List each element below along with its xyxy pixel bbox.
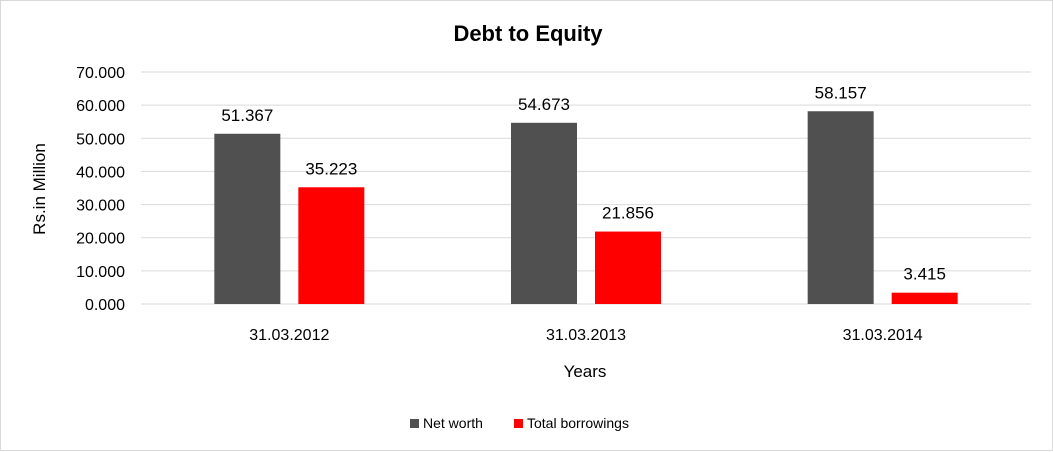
gridlines bbox=[141, 71, 1031, 305]
data-label: 58.157 bbox=[815, 83, 867, 102]
y-axis-title: Rs.in Million bbox=[30, 143, 49, 235]
bar bbox=[891, 292, 958, 304]
y-tick-label: 20.000 bbox=[76, 231, 125, 248]
x-tick-label: 31.03.2012 bbox=[249, 327, 329, 344]
legend-label: Net worth bbox=[423, 415, 483, 431]
chart-title: Debt to Equity bbox=[453, 21, 603, 46]
bar bbox=[298, 187, 365, 304]
y-tick-label: 50.000 bbox=[76, 131, 125, 148]
legend-swatch bbox=[410, 419, 419, 428]
x-tick-label: 31.03.2013 bbox=[546, 327, 626, 344]
x-axis-title: Years bbox=[564, 362, 607, 381]
data-label: 3.415 bbox=[903, 265, 946, 284]
data-label: 51.367 bbox=[221, 106, 273, 125]
y-tick-label: 10.000 bbox=[76, 264, 125, 281]
y-axis-ticks: 0.000 10.000 20.000 30.000 40.000 50.000 60.00… bbox=[76, 65, 125, 314]
x-axis-ticks: 31.03.2012 31.03.2013 31.03.2014 bbox=[249, 327, 923, 344]
bar bbox=[214, 133, 281, 304]
legend-swatch bbox=[514, 419, 523, 428]
data-label: 54.673 bbox=[518, 95, 570, 114]
data-label: 35.223 bbox=[305, 159, 357, 178]
y-tick-label: 40.000 bbox=[76, 164, 125, 181]
legend-label: Total borrowings bbox=[527, 415, 629, 431]
x-tick-label: 31.03.2014 bbox=[843, 327, 923, 344]
bar bbox=[595, 231, 661, 304]
bars bbox=[214, 111, 958, 304]
data-labels: 51.367 35.223 54.673 21.856 58.157 3.415 bbox=[221, 83, 946, 283]
data-label: 21.856 bbox=[602, 204, 654, 223]
y-tick-label: 30.000 bbox=[76, 198, 125, 215]
y-tick-label: 70.000 bbox=[76, 65, 125, 82]
y-tick-label: 60.000 bbox=[76, 98, 125, 115]
bar bbox=[807, 111, 874, 304]
y-tick-label: 0.000 bbox=[85, 297, 125, 314]
bar bbox=[511, 122, 577, 304]
legend: Net worth Total borrowings bbox=[410, 415, 629, 431]
